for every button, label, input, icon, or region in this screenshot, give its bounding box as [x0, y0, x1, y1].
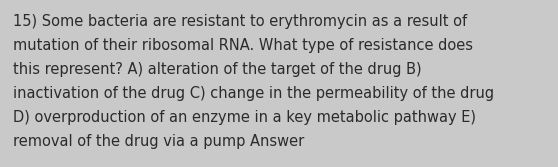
Text: D) overproduction of an enzyme in a key metabolic pathway E): D) overproduction of an enzyme in a key …	[13, 110, 476, 125]
Text: this represent? A) alteration of the target of the drug B): this represent? A) alteration of the tar…	[13, 62, 422, 77]
Text: removal of the drug via a pump Answer: removal of the drug via a pump Answer	[13, 134, 304, 149]
Text: 15) Some bacteria are resistant to erythromycin as a result of: 15) Some bacteria are resistant to eryth…	[13, 14, 467, 29]
Text: mutation of their ribosomal RNA. What type of resistance does: mutation of their ribosomal RNA. What ty…	[13, 38, 473, 53]
Text: inactivation of the drug C) change in the permeability of the drug: inactivation of the drug C) change in th…	[13, 86, 494, 101]
